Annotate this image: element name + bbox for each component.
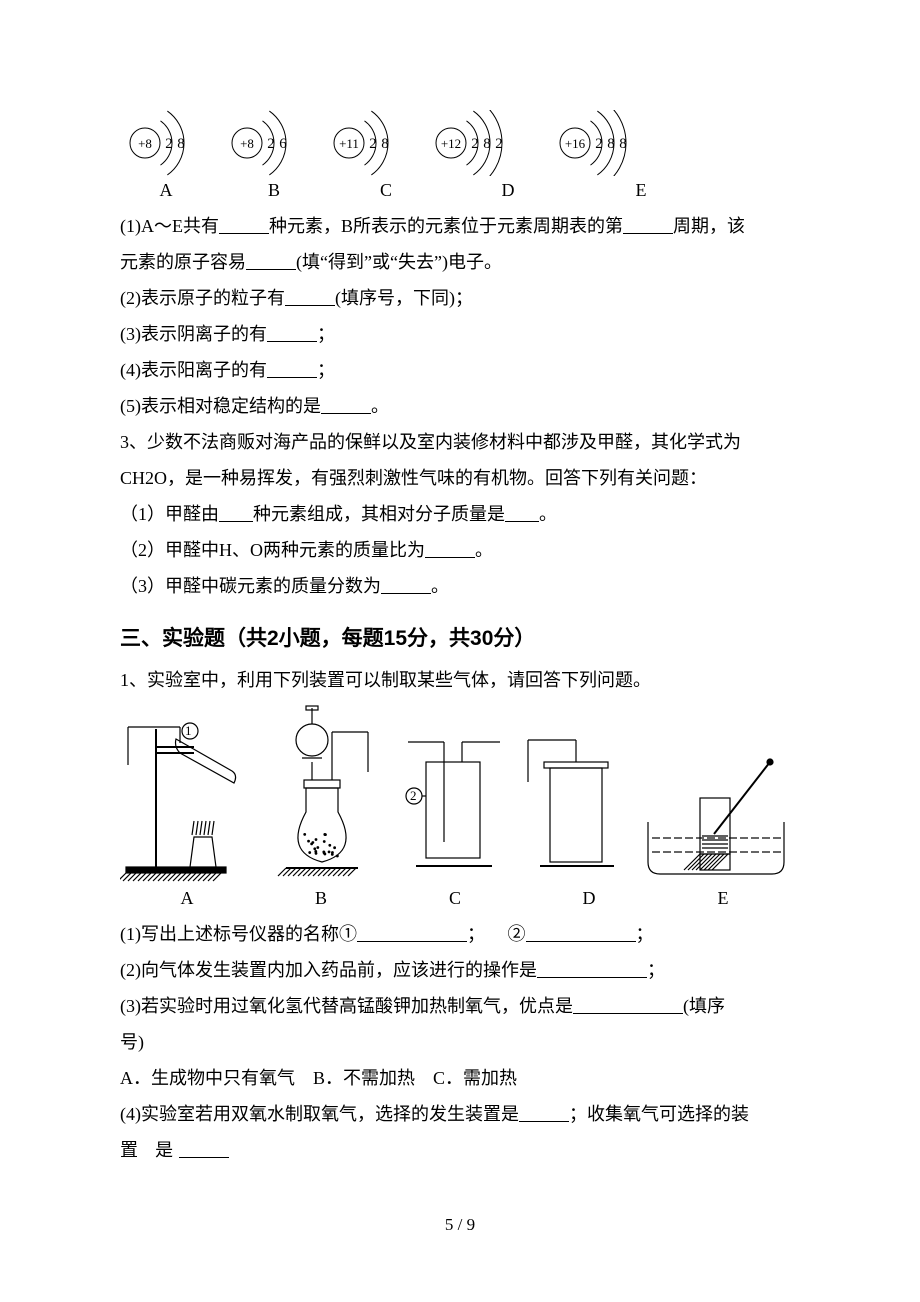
sec3-intro: 1、实验室中，利用下列装置可以制取某些气体，请回答下列问题。 — [120, 662, 800, 698]
s3-p3a: (3)若实验时用过氧化氢代替高锰酸钾加热制氧气，优点是(填序 — [120, 988, 800, 1024]
appa-label-A: A — [120, 880, 254, 916]
appa-label-D: D — [522, 880, 656, 916]
page-footer: 5 / 9 — [120, 1208, 800, 1242]
atom-label-B: B — [234, 172, 314, 208]
q2-line2: 元素的原子容易(填“得到”或“失去”)电子。 — [120, 244, 800, 280]
atom-diagram-row: +828+826+1128+12282+16288 — [120, 110, 800, 176]
s3-p1: (1)写出上述标号仪器的名称①； ②； — [120, 916, 800, 952]
appa-label-C: C — [388, 880, 522, 916]
s3-p3b: 号) — [120, 1024, 800, 1060]
atom-label-row: A B C D E — [120, 172, 800, 208]
atom-label-C: C — [342, 172, 430, 208]
svg-text:2: 2 — [165, 136, 173, 152]
q2-p5: (5)表示相对稳定结构的是。 — [120, 388, 800, 424]
svg-text:+11: +11 — [339, 136, 359, 151]
svg-text:2: 2 — [495, 136, 503, 152]
svg-text:8: 8 — [381, 136, 389, 152]
svg-text:2: 2 — [369, 136, 377, 152]
section3-heading: 三、实验题（共2小题，每题15分，共30分） — [120, 618, 800, 660]
svg-text:2: 2 — [267, 136, 275, 152]
apparatus-svg: 1 — [120, 717, 250, 882]
apparatus-svg — [640, 742, 790, 882]
atom-diagram: +8 26 — [228, 110, 302, 176]
svg-text:+8: +8 — [240, 136, 254, 151]
appa-label-B: B — [254, 880, 388, 916]
s3-p4a: (4)实验室若用双氧水制取氧气，选择的发生装置是；收集氧气可选择的装 — [120, 1096, 800, 1132]
q3-p2: （2）甲醛中H、O两种元素的质量比为。 — [120, 532, 800, 568]
svg-text:+16: +16 — [565, 136, 586, 151]
svg-text:8: 8 — [607, 136, 615, 152]
apparatus-label-row: A B C D E — [120, 880, 800, 916]
atom-label-D: D — [458, 172, 558, 208]
q3-intro1: 3、少数不法商贩对海产品的保鲜以及室内装修材料中都涉及甲醛，其化学式为 — [120, 424, 800, 460]
atom-diagram: +16 288 — [556, 110, 652, 176]
svg-text:2: 2 — [595, 136, 603, 152]
atom-diagram: +8 28 — [126, 110, 200, 176]
apparatus-figure: 1 2 A B C D E — [120, 702, 800, 916]
apparatus-svg: 2 — [396, 732, 514, 882]
s3-options: A．生成物中只有氧气 B．不需加热 C．需加热 — [120, 1060, 800, 1096]
svg-text:1: 1 — [185, 723, 192, 738]
apparatus-svg — [258, 702, 388, 882]
q2-p2: (2)表示原子的粒子有(填序号，下同)； — [120, 280, 800, 316]
q2-p4: (4)表示阳离子的有； — [120, 352, 800, 388]
atom-label-E: E — [586, 172, 696, 208]
atom-diagram: +12 282 — [432, 110, 528, 176]
s3-p2: (2)向气体发生装置内加入药品前，应该进行的操作是； — [120, 952, 800, 988]
q2-line1: (1)A～E共有种元素，B所表示的元素位于元素周期表的第周期，该 — [120, 208, 800, 244]
q3-p1: （1）甲醛由种元素组成，其相对分子质量是。 — [120, 496, 800, 532]
q3-p3: （3）甲醛中碳元素的质量分数为。 — [120, 568, 800, 604]
atom-diagram: +11 28 — [330, 110, 404, 176]
svg-text:+12: +12 — [441, 136, 461, 151]
svg-text:2: 2 — [471, 136, 479, 152]
svg-text:+8: +8 — [138, 136, 152, 151]
q2-p3: (3)表示阴离子的有； — [120, 316, 800, 352]
svg-text:8: 8 — [177, 136, 185, 152]
svg-text:8: 8 — [483, 136, 491, 152]
atom-label-A: A — [126, 172, 206, 208]
appa-label-E: E — [656, 880, 790, 916]
svg-text:8: 8 — [619, 136, 627, 152]
s3-p4b: 置 是 — [120, 1132, 800, 1168]
svg-text:2: 2 — [410, 788, 417, 803]
svg-text:6: 6 — [279, 136, 287, 152]
q3-intro2: CH2O，是一种易挥发，有强烈刺激性气味的有机物。回答下列有关问题： — [120, 460, 800, 496]
apparatus-svg — [522, 732, 632, 882]
